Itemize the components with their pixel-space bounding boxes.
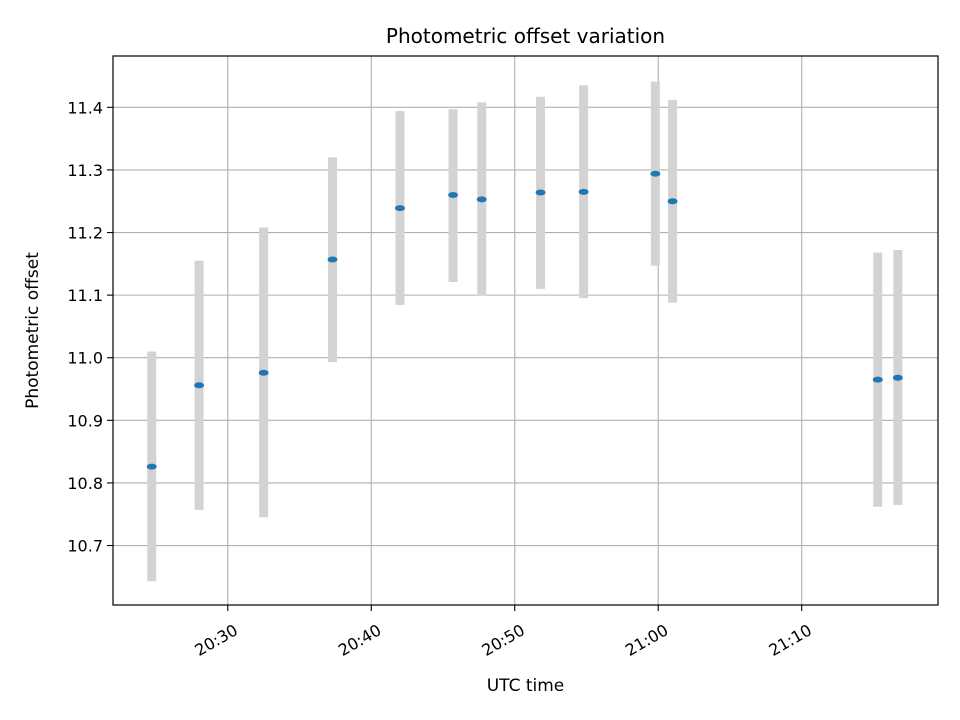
data-point	[535, 189, 546, 196]
x-axis-ticks: 20:30 20:40 20:50 21:00 21:10	[192, 605, 815, 660]
data-point	[650, 170, 661, 177]
data-points	[146, 170, 903, 470]
plot-area-frame	[112, 55, 939, 606]
y-tick-label: 11.0	[67, 349, 103, 368]
y-tick-label: 10.8	[67, 474, 103, 493]
x-tick-label: 21:00	[622, 620, 671, 660]
y-tick-label: 10.9	[67, 411, 103, 430]
data-point	[194, 382, 205, 389]
grid	[113, 56, 938, 605]
data-point	[872, 376, 883, 383]
data-point	[258, 369, 269, 376]
data-point	[892, 374, 903, 381]
data-point	[667, 198, 678, 205]
y-tick-label: 11.1	[67, 286, 103, 305]
x-tick-label: 20:50	[479, 620, 528, 660]
data-point	[394, 205, 405, 212]
y-axis-label: Photometric offset	[23, 252, 43, 409]
x-tick-label: 20:30	[192, 620, 241, 660]
y-tick-label: 11.4	[67, 98, 103, 117]
chart-title: Photometric offset variation	[386, 24, 665, 48]
error-bars	[147, 81, 903, 582]
y-axis-ticks: 10.7 10.8 10.9 11.0 11.1 11.2 11.3 11.4	[67, 98, 113, 556]
data-point	[578, 188, 589, 195]
data-point	[327, 256, 338, 263]
y-tick-label: 11.3	[67, 161, 103, 180]
x-tick-label: 21:10	[765, 620, 814, 660]
data-point	[448, 191, 459, 198]
y-tick-label: 10.7	[67, 537, 103, 556]
data-point	[476, 196, 487, 203]
data-point	[146, 463, 157, 470]
x-axis-label: UTC time	[487, 676, 565, 696]
y-tick-label: 11.2	[67, 224, 103, 243]
x-tick-label: 20:40	[335, 620, 384, 660]
